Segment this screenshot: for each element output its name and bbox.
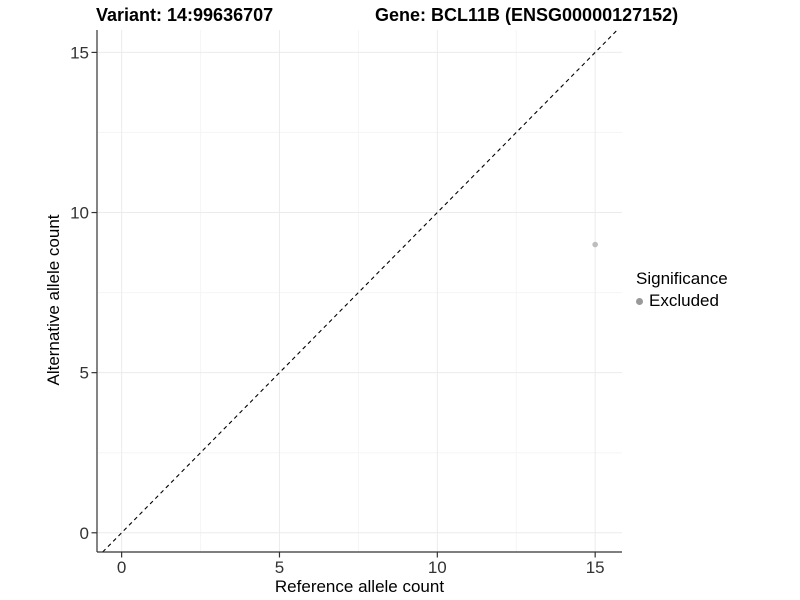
x-tick-label: 15 [586,558,605,577]
x-axis-title: Reference allele count [274,577,445,596]
x-tick-label: 0 [117,558,126,577]
legend: Significance Excluded [636,268,728,312]
legend-key-dot [636,297,643,305]
plot-title-gene: Gene: BCL11B (ENSG00000127152) [375,5,679,25]
legend-item-excluded: Excluded [636,290,728,312]
legend-item-label: Excluded [649,291,719,310]
y-tick-label: 0 [80,524,89,543]
data-point [592,241,598,248]
y-tick-label: 10 [70,204,89,223]
y-tick-label: 5 [80,364,89,383]
y-axis-title: Alternative allele count [44,214,63,386]
plot-title-variant: Variant: 14:99636707 [96,5,274,25]
y-tick-label: 15 [70,43,89,62]
identity-line [102,29,618,553]
x-tick-label: 10 [428,558,447,577]
x-tick-label: 5 [275,558,284,577]
legend-title: Significance [636,269,728,288]
